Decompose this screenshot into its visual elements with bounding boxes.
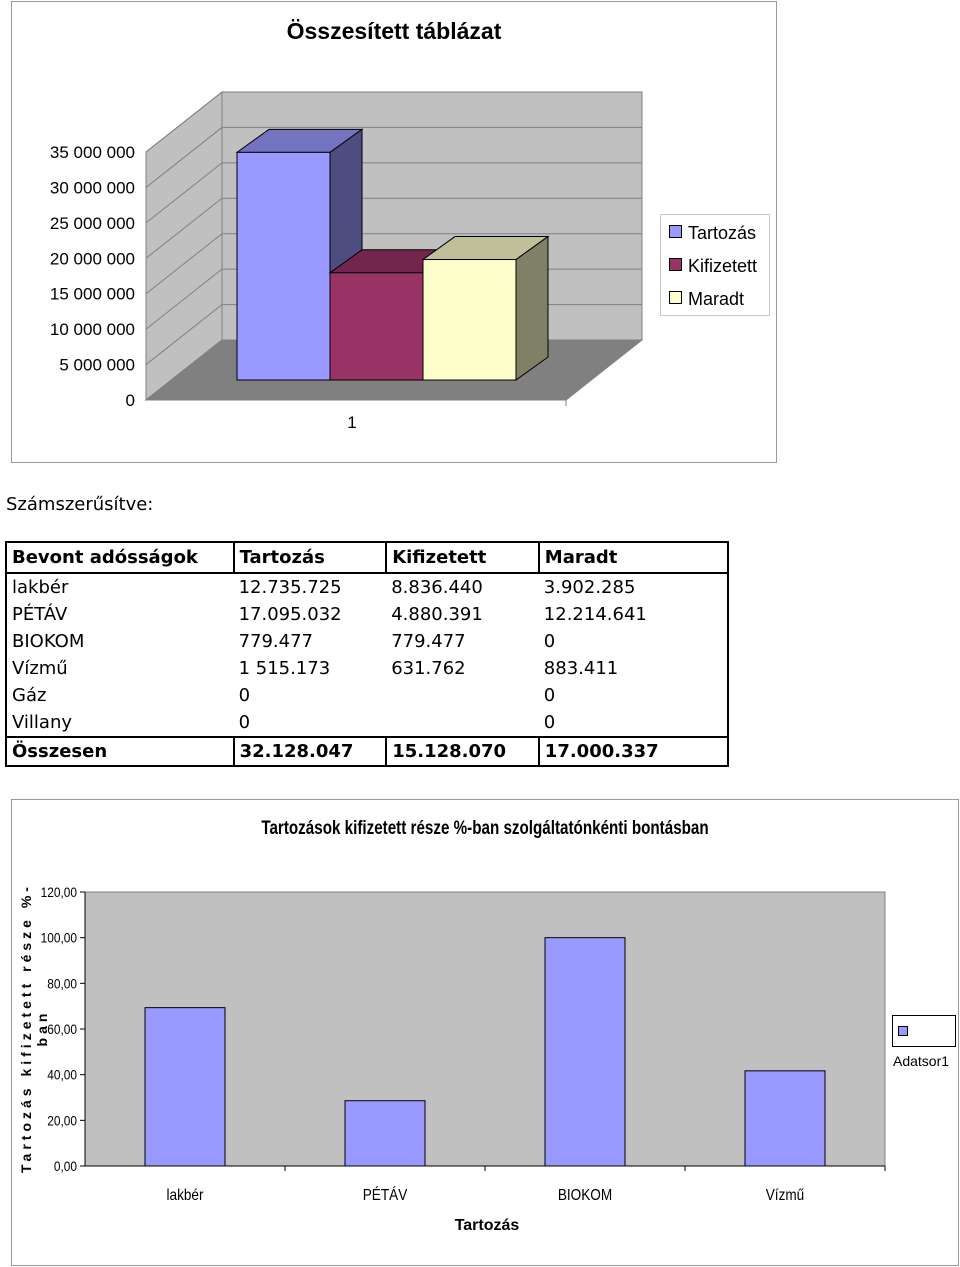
table-row: Vízmű 1 515.173 631.762 883.411	[5, 655, 730, 682]
legend-swatch	[669, 258, 682, 271]
x-tick-label: BIOKOM	[558, 1187, 612, 1204]
y-tick-label: 120,00	[41, 884, 77, 900]
legend-label: Adatsor1	[893, 1053, 950, 1069]
table-cell	[386, 682, 539, 709]
y-tick-label: 25 000 000	[50, 214, 135, 233]
table-cell: 1 515.173	[238, 658, 331, 679]
table-cell: 883.411	[538, 655, 730, 682]
bar-1	[344, 1100, 426, 1167]
y-tick-label: 15 000 000	[50, 285, 135, 304]
table-total-cell: Összesen	[5, 736, 235, 767]
table-cell: 17.095.032	[238, 604, 342, 625]
table-cell: 8.836.440	[391, 577, 483, 598]
y-tick-label: 60,00	[47, 1021, 77, 1037]
summary-chart-plot: 0 5 000 000 10 000 000 15 000 000 20 000 000…	[50, 90, 644, 432]
table-cell: 3.902.285	[538, 573, 730, 601]
table-cell: 0	[238, 712, 251, 733]
y-tick-label: 40,00	[47, 1067, 77, 1083]
table-cell: 12.214.641	[538, 601, 730, 628]
gridline	[145, 233, 642, 295]
debt-table: Bevont adósságok Tartozás Kifizetett Mar…	[5, 541, 730, 767]
table-row: PÉTÁV 17.095.032 4.880.391 12.214.641	[5, 601, 730, 628]
gridline	[145, 162, 642, 224]
table-cell: 12.735.725	[238, 577, 342, 598]
y-tick-label: 5 000 000	[59, 356, 135, 375]
bar-2	[544, 937, 626, 1167]
y-tick-label: 20 000 000	[50, 249, 135, 268]
table-row: BIOKOM 779.477 779.477 0	[5, 628, 730, 655]
legend-item-kifizetett: Kifizetett	[669, 256, 757, 277]
table-total-row: Összesen 32.128.047 15.128.070 17.000.33…	[5, 736, 730, 767]
y-axis-label: Tartozás kifizetett része %-ban	[18, 883, 50, 1173]
legend-label: Maradt	[688, 289, 745, 309]
percentage-chart: Tartozások kifizetett része %-ban szolgá…	[11, 799, 959, 1266]
bar-kifizetett	[329, 272, 424, 381]
y-tick-label: 10 000 000	[50, 320, 135, 339]
table-row: Gáz 0 0	[5, 682, 730, 709]
table-header-cell: Bevont adósságok	[5, 541, 235, 574]
legend-swatch	[669, 225, 682, 238]
legend-label: Tartozás	[688, 223, 757, 243]
bar-tartozás	[236, 151, 331, 381]
y-tick-label: 30 000 000	[50, 178, 135, 197]
bar-3	[744, 1070, 826, 1167]
section-label: Számszerűsítve:	[6, 494, 154, 515]
legend-item-maradt: Maradt	[669, 289, 744, 310]
table-cell: lakbér	[5, 573, 234, 601]
legend-swatch	[898, 1026, 908, 1036]
table-cell: 0	[538, 709, 730, 737]
gridline	[145, 197, 642, 259]
table-cell: BIOKOM	[5, 628, 234, 655]
bar-maradt	[422, 259, 517, 381]
bar-side	[515, 235, 549, 381]
percentage-chart-plot: 0,00 20,00 40,00 60,00 80,00 100,00 120,00 lak…	[41, 884, 886, 1204]
table-cell: Villany	[5, 709, 234, 737]
y-tick-label: 100,00	[41, 930, 77, 946]
gridline	[145, 91, 642, 153]
table-header-cell: Maradt	[537, 541, 730, 574]
table-cell: PÉTÁV	[5, 601, 234, 628]
summary-chart-legend: Tartozás Kifizetett Maradt	[660, 214, 770, 316]
summary-chart-title: Összesített táblázat	[286, 18, 502, 44]
table-total-cell: 15.128.070	[385, 736, 540, 767]
y-tick-label: 20,00	[47, 1112, 77, 1128]
table-cell: 631.762	[391, 658, 466, 679]
table-header-cell: Tartozás	[232, 541, 388, 574]
table-row: lakbér 12.735.725 8.836.440 3.902.285	[5, 573, 730, 601]
y-tick-label: 80,00	[47, 975, 77, 991]
table-header-cell: Kifizetett	[385, 541, 540, 574]
x-tick-label: 1	[347, 413, 356, 432]
table-cell: 779.477	[238, 631, 314, 652]
x-tick-label: lakbér	[167, 1187, 204, 1204]
x-tick-label: Vízmű	[766, 1187, 804, 1204]
table-cell: 0	[538, 682, 730, 709]
table-row: Villany 0 0	[5, 709, 730, 737]
table-cell	[386, 709, 539, 737]
table-total-cell: 32.128.047	[232, 736, 388, 767]
table-cell: 0	[538, 628, 730, 655]
table-cell: Vízmű	[5, 655, 234, 682]
table-total-cell: 17.000.337	[537, 736, 730, 767]
y-tick-label: 35 000 000	[50, 143, 135, 162]
x-axis-label: Tartozás	[454, 1217, 520, 1234]
table-cell: Gáz	[5, 682, 234, 709]
summary-chart: Összesített táblázat 0 5 000 000 10 000 00…	[11, 1, 777, 463]
table-header-row: Bevont adósságok Tartozás Kifizetett Mar…	[5, 541, 730, 574]
table-cell: 4.880.391	[391, 604, 483, 625]
table-cell: 0	[238, 685, 251, 706]
legend-swatch	[669, 291, 682, 304]
table-cell: 779.477	[391, 631, 466, 652]
percentage-chart-legend: Adatsor1	[892, 1015, 956, 1069]
bar-0	[144, 1007, 226, 1167]
gridline	[145, 126, 642, 188]
legend-label: Kifizetett	[688, 256, 758, 276]
x-tick-label: PÉTÁV	[363, 1186, 408, 1204]
legend-item-tartozas: Tartozás	[669, 223, 756, 244]
y-tick-label: 0	[126, 391, 135, 410]
y-tick-label: 0,00	[54, 1158, 77, 1174]
percentage-chart-title: Tartozások kifizetett része %-ban szolgá…	[261, 818, 709, 839]
